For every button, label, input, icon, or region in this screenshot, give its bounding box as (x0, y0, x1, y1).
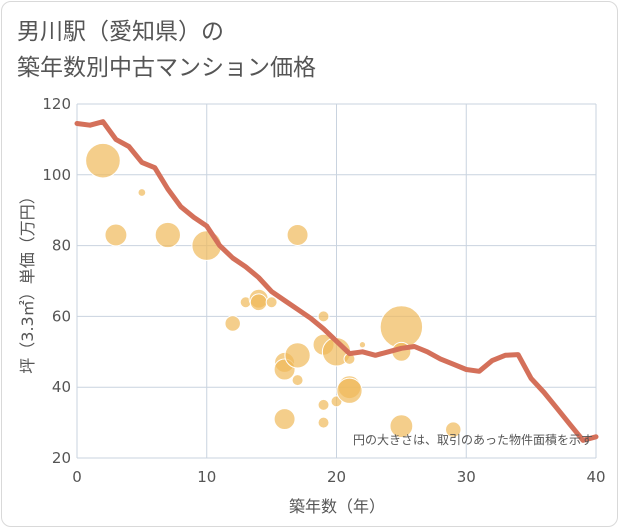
y-tick-label: 80 (52, 237, 71, 255)
tick-labels: 0 10 20 30 40 20 40 60 80 100 120 (42, 95, 605, 486)
y-tick-label: 20 (52, 449, 71, 467)
bubble-point (265, 296, 278, 309)
bubble-point (137, 188, 147, 197)
bubble-point (286, 223, 309, 246)
grid-lines (76, 103, 597, 459)
x-tick-label: 20 (327, 468, 346, 486)
trend-line (74, 119, 599, 443)
x-axis-label: 築年数（年） (289, 497, 385, 516)
bubble-point (336, 377, 363, 404)
bubble-point (389, 414, 414, 439)
bubble-point (358, 341, 367, 349)
bubble-point (104, 223, 128, 247)
bubble-point (284, 342, 311, 369)
bubble-point (445, 421, 462, 438)
bubble-point (317, 310, 330, 323)
x-tick-label: 40 (586, 468, 605, 486)
chart-title-line-2: 築年数別中古マンション価格 (17, 55, 316, 81)
trend-series (74, 119, 599, 443)
bubble-point (224, 315, 241, 332)
y-tick-label: 60 (52, 307, 71, 325)
bubble-point (85, 142, 121, 179)
chart-title-line-1: 男川駅（愛知県）の (17, 19, 224, 45)
bubble-point (273, 408, 296, 431)
bubble-point (154, 221, 181, 249)
x-tick-label: 30 (457, 468, 476, 486)
bubble-point (317, 416, 330, 429)
y-axis-label: 坪（3.3㎡）単価（万円） (18, 188, 37, 373)
y-tick-label: 40 (52, 378, 71, 396)
x-tick-label: 0 (72, 468, 82, 486)
y-tick-label: 120 (42, 95, 71, 113)
chart-title: 男川駅（愛知県）の 築年数別中古マンション価格 (17, 14, 316, 86)
bubble-point (249, 293, 268, 312)
x-tick-label: 10 (197, 468, 216, 486)
bubble-point (317, 398, 330, 411)
y-tick-label: 100 (42, 166, 71, 184)
size-legend-note: 円の大きさは、取引のあった物件面積を示す (353, 432, 593, 447)
bubble-point (291, 374, 304, 387)
